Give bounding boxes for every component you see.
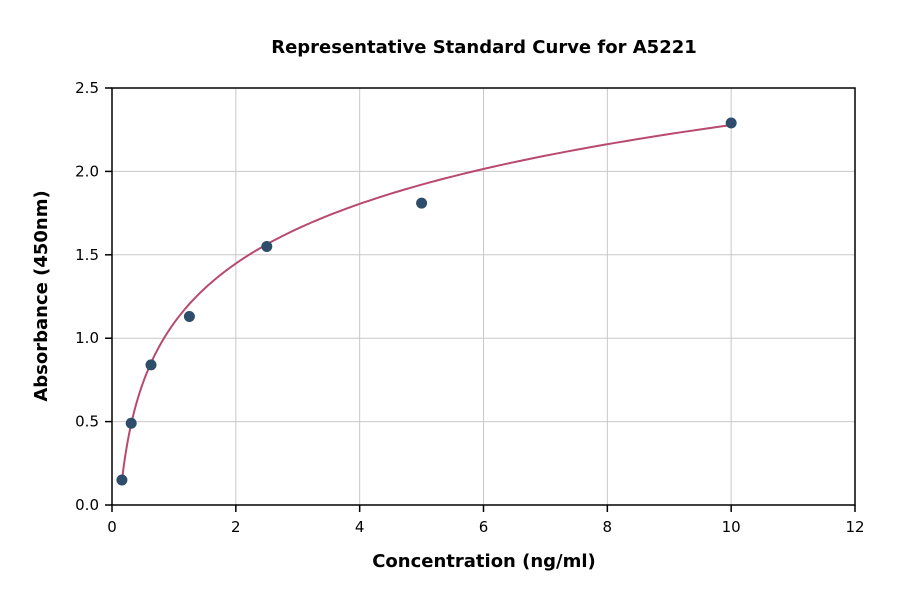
y-tick-label: 0.0: [75, 496, 99, 514]
tick-layer: 0 2 4 6 8 10 12 0.0 0.5 1.0 1.5 2.0 2.5: [75, 79, 864, 536]
data-point: [261, 240, 273, 252]
grid-layer: [111, 87, 856, 506]
x-tick-label: 12: [845, 518, 864, 536]
x-tick-label: 6: [479, 518, 489, 536]
x-tick-label: 4: [355, 518, 365, 536]
x-tick-label: 8: [603, 518, 613, 536]
fit-curve: [120, 124, 732, 482]
data-point: [125, 417, 137, 429]
x-axis-label: Concentration (ng/ml): [372, 551, 596, 572]
x-tick-label: 2: [231, 518, 241, 536]
x-tick-label: 10: [722, 518, 741, 536]
data-point: [416, 197, 428, 209]
data-point: [116, 474, 128, 486]
data-point: [183, 311, 195, 323]
data-point: [725, 117, 737, 129]
y-tick-label: 0.5: [75, 413, 99, 431]
data-layer: [116, 117, 737, 486]
y-tick-label: 2.5: [75, 79, 99, 97]
y-tick-label: 2.0: [75, 162, 99, 180]
y-tick-label: 1.0: [75, 329, 99, 347]
y-axis-label: Absorbance (450nm): [31, 190, 52, 401]
chart-title: Representative Standard Curve for A5221: [271, 37, 697, 58]
data-point: [145, 359, 157, 371]
x-tick-label: 0: [107, 518, 117, 536]
y-tick-label: 1.5: [75, 246, 99, 264]
